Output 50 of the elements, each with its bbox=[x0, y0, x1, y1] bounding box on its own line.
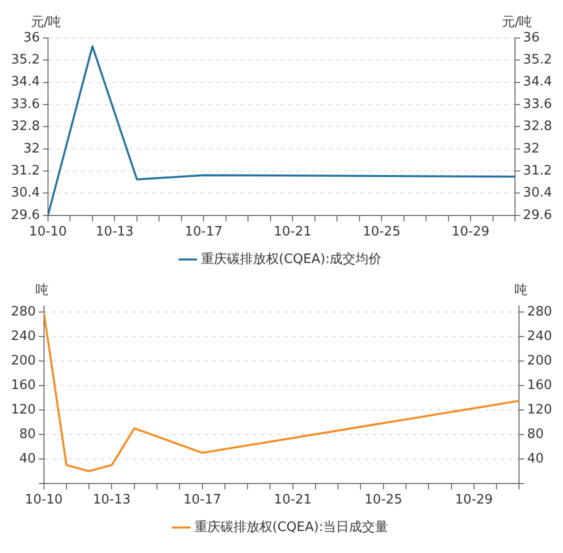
y-tick-label: 200 bbox=[10, 353, 36, 368]
y2-tick-label: 280 bbox=[527, 304, 552, 320]
x-tick-label: 10-25 bbox=[364, 492, 402, 508]
x-tick-label: 10-25 bbox=[362, 224, 400, 240]
y-axis-title: 元/吨 bbox=[30, 15, 62, 30]
y2-axis-title: 元/吨 bbox=[502, 15, 532, 30]
y2-tick-label: 34.4 bbox=[523, 74, 552, 90]
y-tick-label: 33.6 bbox=[10, 96, 40, 112]
y2-tick-label: 32.8 bbox=[523, 119, 552, 134]
y2-tick-label: 36 bbox=[523, 30, 540, 46]
y2-tick-label: 40 bbox=[527, 451, 544, 466]
y-tick-label: 31.2 bbox=[10, 163, 40, 178]
legend-label: 重庆碳排放权(CQEA):成交均价 bbox=[200, 250, 382, 267]
y2-tick-label: 31.2 bbox=[523, 163, 552, 178]
y2-tick-label: 120 bbox=[527, 402, 552, 418]
x-tick-label: 10-17 bbox=[183, 492, 222, 508]
y-axis-title: 吨 bbox=[35, 283, 48, 298]
x-tick-label: 10-13 bbox=[92, 492, 131, 508]
y-tick-label: 240 bbox=[10, 328, 36, 344]
y-tick-label: 40 bbox=[19, 451, 36, 466]
y-tick-label: 34.4 bbox=[10, 74, 40, 90]
y2-axis-title: 吨 bbox=[514, 283, 528, 298]
y-tick-label: 80 bbox=[19, 426, 36, 442]
x-tick-label: 10-21 bbox=[274, 224, 312, 240]
x-tick-label: 10-29 bbox=[452, 224, 490, 240]
legend-label: 重庆碳排放权(CQEA):当日成交量 bbox=[194, 518, 388, 535]
y-tick-label: 32.8 bbox=[10, 119, 40, 134]
y-tick-label: 160 bbox=[10, 378, 36, 393]
y-tick-label: 32 bbox=[23, 141, 40, 156]
y2-tick-label: 35.2 bbox=[523, 52, 552, 68]
y2-tick-label: 32 bbox=[523, 141, 540, 156]
y2-tick-label: 30.4 bbox=[523, 186, 552, 201]
y2-tick-label: 160 bbox=[527, 378, 552, 393]
y2-tick-label: 240 bbox=[527, 328, 552, 344]
y-tick-label: 30.4 bbox=[10, 186, 40, 201]
y2-tick-label: 80 bbox=[527, 426, 544, 442]
y-tick-label: 29.6 bbox=[10, 208, 40, 223]
y-tick-label: 280 bbox=[10, 304, 36, 320]
x-tick-label: 10-13 bbox=[96, 224, 134, 240]
x-tick-label: 10-10 bbox=[29, 224, 67, 240]
x-tick-label: 10-29 bbox=[455, 492, 493, 508]
y2-tick-label: 33.6 bbox=[523, 96, 552, 112]
x-tick-label: 10-10 bbox=[24, 492, 63, 508]
y-tick-label: 36 bbox=[23, 30, 40, 46]
y-tick-label: 120 bbox=[10, 402, 36, 418]
y2-tick-label: 200 bbox=[527, 353, 552, 368]
x-tick-label: 10-17 bbox=[184, 224, 223, 240]
y2-tick-label: 29.6 bbox=[523, 208, 552, 223]
y-tick-label: 35.2 bbox=[10, 52, 40, 68]
x-tick-label: 10-21 bbox=[274, 492, 312, 508]
